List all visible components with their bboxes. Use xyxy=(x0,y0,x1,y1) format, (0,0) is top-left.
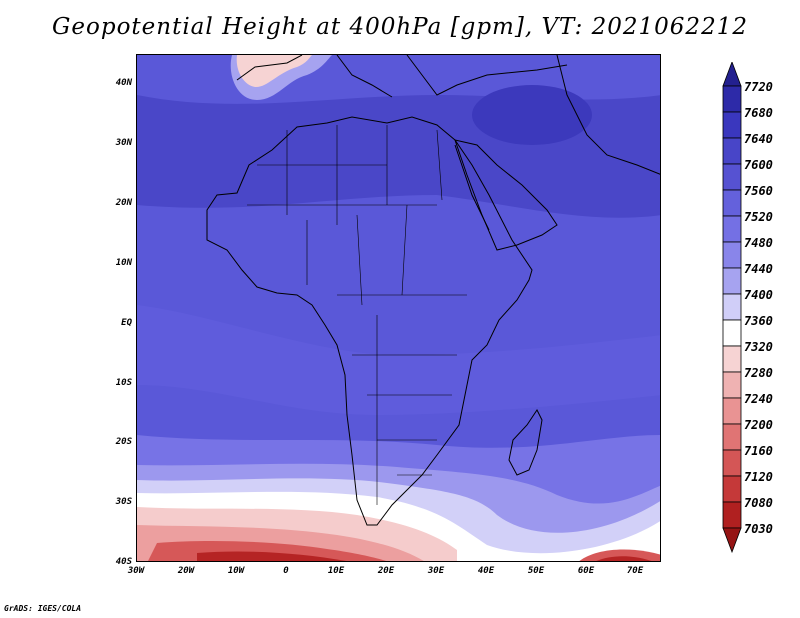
colorbar-label: 7360 xyxy=(744,314,773,328)
lat-label: 30S xyxy=(115,497,132,507)
lat-label: 10S xyxy=(115,378,132,388)
colorbar-label: 7680 xyxy=(744,106,773,120)
colorbar-segment xyxy=(722,423,742,451)
colorbar-segment xyxy=(722,85,742,113)
lat-label: 20S xyxy=(115,437,132,447)
lon-label: 50E xyxy=(527,566,545,576)
colorbar-label: 7600 xyxy=(744,158,773,172)
colorbar-label: 7280 xyxy=(744,366,773,380)
height-field-min-low xyxy=(197,551,347,561)
lon-label: 20E xyxy=(377,566,395,576)
lon-label: 30E xyxy=(427,566,445,576)
colorbar-segment xyxy=(722,475,742,503)
colorbar-segment xyxy=(722,371,742,399)
lat-label: 10N xyxy=(115,258,132,268)
colorbar-segment xyxy=(722,137,742,165)
lon-label: 70E xyxy=(626,566,644,576)
lon-label: 10E xyxy=(327,566,345,576)
height-field-equatorial xyxy=(137,305,660,415)
colorbar-segment xyxy=(722,111,742,139)
colorbar-label: 7400 xyxy=(744,288,773,302)
arabia-coast xyxy=(454,139,558,251)
geopotential-height-map xyxy=(137,55,660,561)
country-borders xyxy=(247,125,467,505)
lon-label: 40E xyxy=(477,566,495,576)
height-field-max xyxy=(472,85,592,145)
lat-label: 30N xyxy=(115,138,132,148)
lon-label: 10W xyxy=(227,566,245,576)
colorbar-label: 7030 xyxy=(744,522,773,536)
colorbar-segment xyxy=(722,397,742,425)
colorbar-label: 7640 xyxy=(744,132,773,146)
credit-text: GrADS: IGES/COLA xyxy=(4,604,82,613)
colorbar-label: 7320 xyxy=(744,340,773,354)
lon-label: 20W xyxy=(177,566,195,576)
colorbar-segment xyxy=(722,293,742,321)
asia-coast xyxy=(556,55,660,175)
colorbar-label: 7560 xyxy=(744,184,773,198)
lat-label: 20N xyxy=(115,198,132,208)
colorbar-label: 7440 xyxy=(744,262,773,276)
colorbar-top-arrow xyxy=(722,62,742,87)
madagascar-coast xyxy=(508,409,543,476)
lon-label: 0 xyxy=(283,566,289,576)
colorbar-segment xyxy=(722,345,742,373)
map-panel xyxy=(136,54,661,562)
colorbar-segment xyxy=(722,241,742,269)
colorbar-label: 7120 xyxy=(744,470,773,484)
lat-label: EQ xyxy=(121,318,132,328)
colorbar-segment xyxy=(722,501,742,529)
colorbar-segment xyxy=(722,215,742,243)
lon-label: 60E xyxy=(577,566,595,576)
colorbar-label: 7480 xyxy=(744,236,773,250)
coastlines xyxy=(206,55,660,526)
africa-coast xyxy=(206,116,533,526)
europe-coast xyxy=(236,55,568,98)
colorbar-bottom-arrow xyxy=(722,527,742,554)
colorbar xyxy=(722,62,742,554)
colorbar-segment xyxy=(722,449,742,477)
colorbar-label: 7200 xyxy=(744,418,773,432)
colorbar-segment xyxy=(722,319,742,347)
colorbar-segment xyxy=(722,163,742,191)
height-field-min-east-core xyxy=(596,556,652,561)
colorbar-label: 7160 xyxy=(744,444,773,458)
colorbar-segment xyxy=(722,267,742,295)
lat-label: 40S xyxy=(115,557,132,567)
height-field-north-ridge xyxy=(236,55,312,88)
lon-label: 30W xyxy=(127,566,145,576)
map-title: Geopotential Height at 400hPa [gpm], VT:… xyxy=(52,14,748,40)
colorbar-label: 7080 xyxy=(744,496,773,510)
colorbar-label: 7240 xyxy=(744,392,773,406)
lat-label: 40N xyxy=(115,78,132,88)
colorbar-label: 7720 xyxy=(744,80,773,94)
colorbar-label: 7520 xyxy=(744,210,773,224)
colorbar-segment xyxy=(722,189,742,217)
